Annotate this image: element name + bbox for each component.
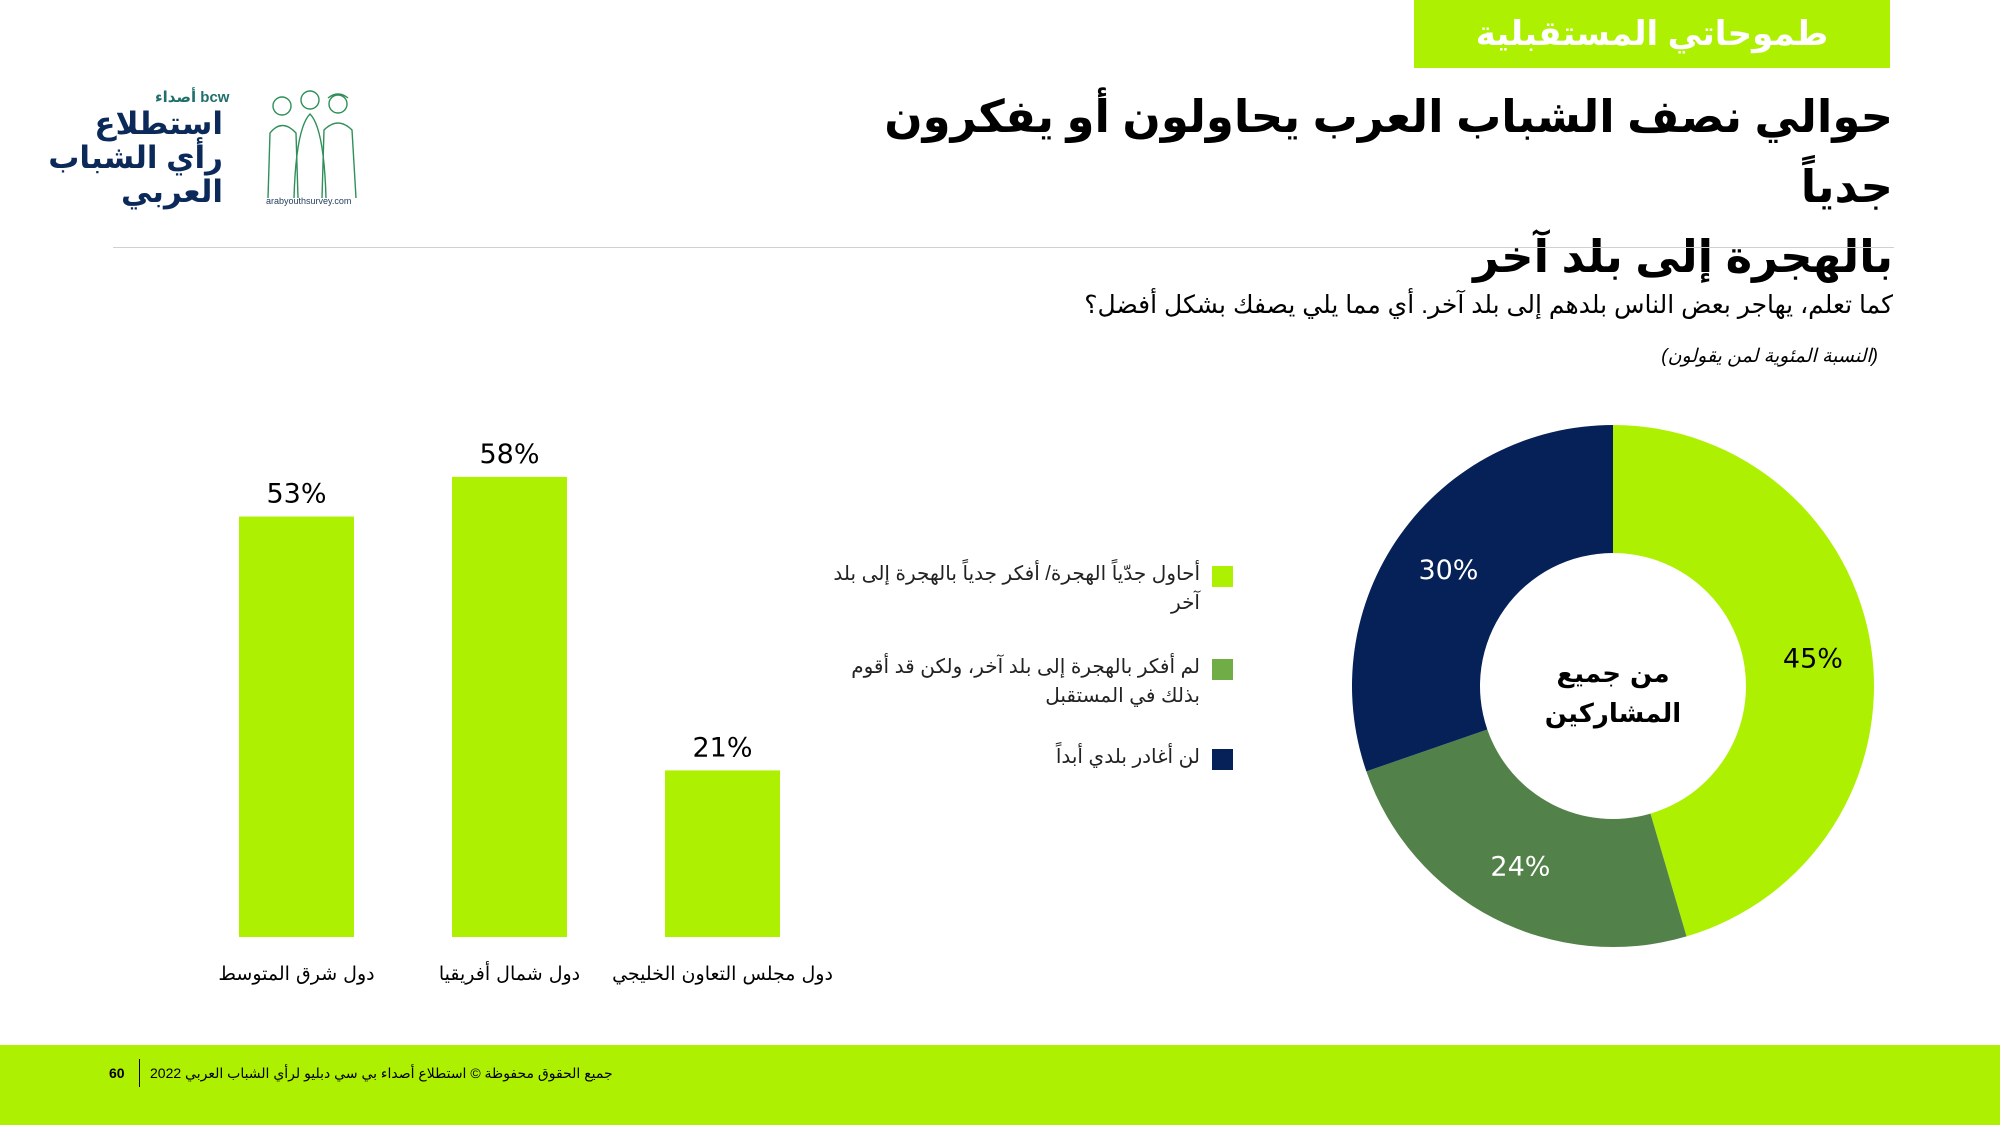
page-number: 60 xyxy=(109,1065,125,1081)
logo-url: arabyouthsurvey.com xyxy=(266,196,352,206)
donut-center-label-1: المشاركين xyxy=(1545,699,1681,729)
bar-category-label-1: دول شمال أفريقيا xyxy=(439,961,580,985)
footer-separator xyxy=(139,1059,140,1087)
page-title: حوالي نصف الشباب العرب يحاولون أو يفكرون… xyxy=(793,82,1893,292)
donut-value-label-1: 24% xyxy=(1490,852,1550,883)
footer: 60 جميع الحقوق محفوظة © استطلاع أصداء بي… xyxy=(0,1045,2000,1125)
copyright: جميع الحقوق محفوظة © استطلاع أصداء بي سي… xyxy=(150,1065,613,1081)
legend-label-never: لن أغادر بلدي أبداً xyxy=(1055,746,1200,768)
header-divider xyxy=(113,247,1894,248)
legend-label-trying: أحاول جدّياً الهجرة/ أفكر جدياً بالهجرة … xyxy=(833,563,1200,614)
section-tag: طموحاتي المستقبلية xyxy=(1414,0,1890,68)
donut-slice-1 xyxy=(1366,729,1687,947)
donut-value-label-0: 45% xyxy=(1783,643,1843,674)
donut-slice-0 xyxy=(1613,425,1874,937)
donut-center-label-0: من جميع xyxy=(1556,659,1669,689)
logo-line-1: استطلاع xyxy=(94,106,223,141)
logo-line-3: العربي xyxy=(120,174,223,209)
donut-chart: 45% 24% 30% من جميع المشاركين xyxy=(1352,425,1874,947)
bar-1 xyxy=(452,476,567,937)
bar-category-label-2: دول مجلس التعاون الخليجي xyxy=(612,963,833,985)
bar-category-label-0: دول شرق المتوسط xyxy=(218,963,374,985)
bar-chart: 53% دول شرق المتوسط 58% دول شمال أفريقيا 21%… xyxy=(218,439,833,985)
bar-value-label-2: 21% xyxy=(692,732,752,763)
donut-slice-2 xyxy=(1352,425,1613,772)
bar-0 xyxy=(239,516,354,937)
brand-mark: bcw أصداء xyxy=(155,89,230,106)
logo-line-2: رأي الشباب xyxy=(48,140,223,175)
legend-swatch-trying xyxy=(1212,566,1233,587)
subnote: (النسبة المئوية لمن يقولون) xyxy=(1661,346,1878,367)
bar-value-label-0: 53% xyxy=(266,479,326,510)
people-illustration xyxy=(267,90,357,199)
bar-value-label-1: 58% xyxy=(479,439,539,470)
legend-swatch-never xyxy=(1212,749,1233,770)
legend-swatch-future xyxy=(1212,659,1233,680)
legend-label-future: لم أفكر بالهجرة إلى بلد آخر، ولكن قد أقو… xyxy=(851,656,1200,707)
title-line-1: حوالي نصف الشباب العرب يحاولون أو يفكرون… xyxy=(884,91,1893,212)
donut-value-label-2: 30% xyxy=(1418,555,1478,586)
title-line-2: بالهجرة إلى بلد آخر xyxy=(1473,231,1893,282)
arab-youth-survey-logo: bcw أصداء استطلاع رأي الشباب العربي arab… xyxy=(48,82,360,212)
bar-2 xyxy=(665,770,780,937)
survey-question: كما تعلم، يهاجر بعض الناس بلدهم إلى بلد … xyxy=(1084,291,1893,319)
